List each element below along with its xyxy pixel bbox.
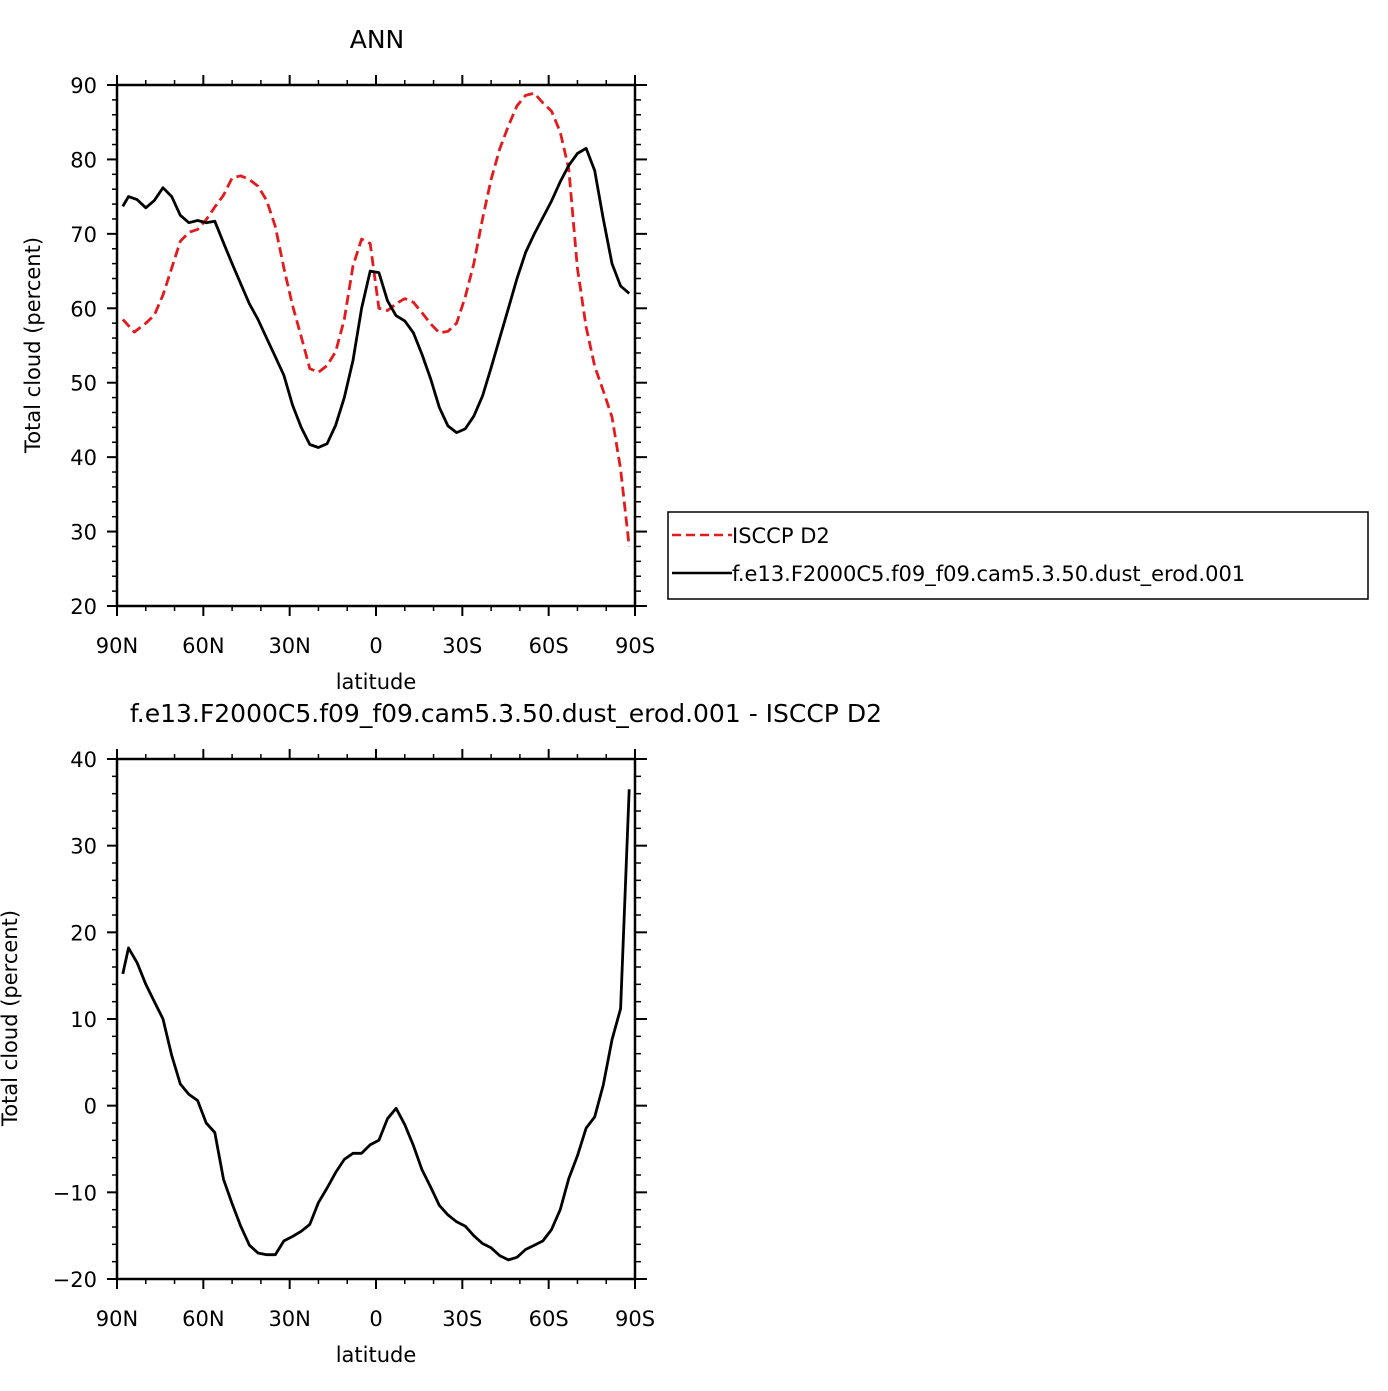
bottom-chart-title: f.e13.F2000C5.f09_f09.cam5.3.50.dust_ero…	[130, 699, 882, 728]
legend-frame	[667, 511, 1369, 600]
bottom-y-tick-label: 10	[70, 1008, 97, 1032]
top-y-tick-label: 60	[70, 297, 97, 321]
bottom-x-axis-label: latitude	[336, 1343, 417, 1367]
top-panel: ANN 90N 60N 30N 0 30S 60S 90S 20 30 40 50 60 70 80 90…	[21, 25, 655, 694]
top-chart-title: ANN	[350, 25, 405, 54]
top-y-tick-labels: 20 30 40 50 60 70 80 90	[70, 74, 97, 619]
top-y-tick-label: 30	[70, 521, 97, 545]
top-x-axis-label: latitude	[336, 670, 417, 694]
bottom-panel: f.e13.F2000C5.f09_f09.cam5.3.50.dust_ero…	[0, 699, 882, 1367]
bottom-series-lines	[121, 789, 631, 1262]
bottom-y-tick-label: 30	[70, 835, 97, 859]
top-x-tick-labels: 90N 60N 30N 0 30S 60S 90S	[96, 634, 655, 658]
bottom-x-tick-label: 60S	[529, 1307, 569, 1331]
bottom-ticks	[107, 749, 647, 1289]
top-y-tick-label: 80	[70, 148, 97, 172]
top-y-tick-label: 90	[70, 74, 97, 98]
top-y-tick-label: 70	[70, 223, 97, 247]
top-x-tick-label: 60N	[182, 634, 224, 658]
top-x-tick-label: 90S	[615, 634, 655, 658]
bottom-y-axis-label: Total cloud (percent)	[0, 910, 22, 1127]
top-x-tick-label: 60S	[529, 634, 569, 658]
top-x-tick-label: 90N	[96, 634, 138, 658]
top-y-tick-label: 40	[70, 446, 97, 470]
legend-label-isccp: ISCCP D2	[732, 524, 830, 548]
top-plot-frame	[115, 83, 637, 608]
bottom-y-tick-label: 20	[70, 921, 97, 945]
top-y-tick-label: 50	[70, 372, 97, 396]
bottom-plot-frame	[115, 757, 637, 1281]
bottom-x-tick-label: 0	[369, 1307, 382, 1331]
bottom-x-tick-label: 30N	[268, 1307, 310, 1331]
top-series-line-1	[121, 91, 631, 547]
bottom-x-tick-label: 60N	[182, 1307, 224, 1331]
top-x-tick-label: 0	[369, 634, 382, 658]
top-series-lines	[121, 91, 631, 547]
bottom-x-tick-label: 90N	[96, 1307, 138, 1331]
top-series-line-2	[121, 146, 631, 449]
bottom-y-tick-label: −20	[53, 1268, 97, 1292]
bottom-series-line-1	[121, 789, 631, 1262]
legend-label-model: f.e13.F2000C5.f09_f09.cam5.3.50.dust_ero…	[732, 562, 1245, 587]
bottom-x-tick-label: 90S	[615, 1307, 655, 1331]
legend: ISCCP D2 f.e13.F2000C5.f09_f09.cam5.3.50…	[667, 511, 1369, 600]
top-y-axis-label: Total cloud (percent)	[21, 237, 45, 454]
bottom-x-tick-label: 30S	[442, 1307, 482, 1331]
bottom-x-tick-labels: 90N 60N 30N 0 30S 60S 90S	[96, 1307, 655, 1331]
top-y-tick-label: 20	[70, 595, 97, 619]
top-x-tick-label: 30N	[268, 634, 310, 658]
bottom-y-tick-label: 40	[70, 748, 97, 772]
bottom-y-tick-labels: −20 −10 0 10 20 30 40	[53, 748, 97, 1292]
bottom-y-tick-label: 0	[84, 1095, 97, 1119]
top-x-tick-label: 30S	[442, 634, 482, 658]
bottom-y-tick-label: −10	[53, 1181, 97, 1205]
